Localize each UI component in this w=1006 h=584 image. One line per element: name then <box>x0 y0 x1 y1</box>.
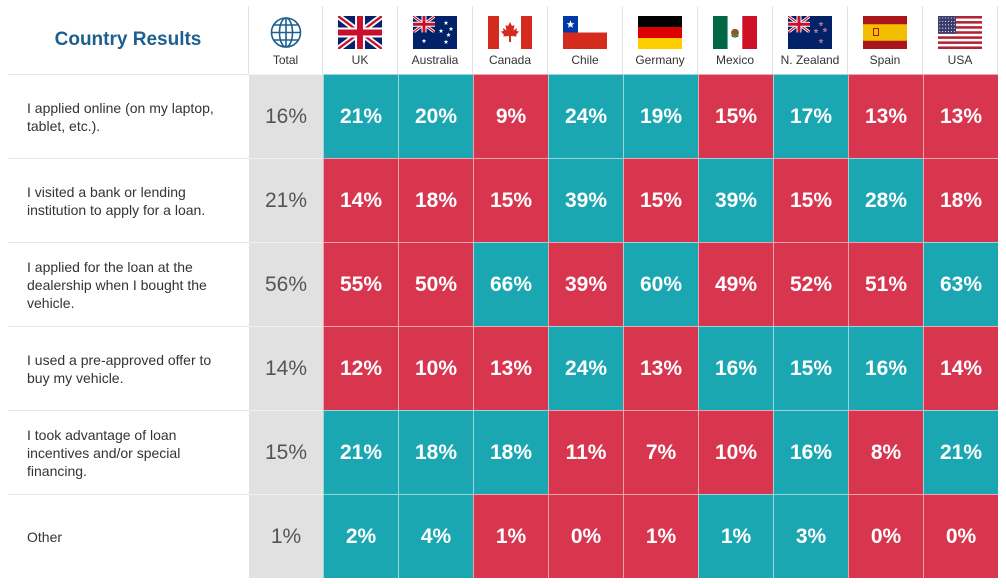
data-cell: 3% <box>773 494 848 578</box>
data-cell: 7% <box>623 410 698 494</box>
data-cell: 52% <box>773 242 848 326</box>
column-label: USA <box>947 53 973 67</box>
data-cell: 1% <box>473 494 548 578</box>
data-cell: 15% <box>773 326 848 410</box>
data-cell: 19% <box>623 74 698 158</box>
country-results-table: Country Results Total UK Australia Canada Chi… <box>8 6 998 578</box>
data-cell: 1% <box>623 494 698 578</box>
row-label: I took advantage of loan incentives and/… <box>8 410 249 494</box>
data-cell: 16% <box>773 410 848 494</box>
flag-uk-icon <box>338 16 382 49</box>
data-cell: 60% <box>623 242 698 326</box>
data-cell: 50% <box>398 242 473 326</box>
data-cell: 9% <box>473 74 548 158</box>
data-cell: 13% <box>923 74 998 158</box>
flag-new-zealand-icon <box>788 16 832 49</box>
data-cell: 39% <box>698 158 773 242</box>
flag-mexico-icon <box>713 16 757 49</box>
flag-canada-icon <box>488 16 532 49</box>
data-cell: 15% <box>698 74 773 158</box>
column-label: Germany <box>635 53 685 67</box>
data-cell: 13% <box>473 326 548 410</box>
column-header-chile: Chile <box>548 6 623 74</box>
data-cell: 39% <box>548 242 623 326</box>
data-cell: 0% <box>923 494 998 578</box>
row-label: I visited a bank or lending institution … <box>8 158 249 242</box>
data-cell: 0% <box>548 494 623 578</box>
flag-australia-icon <box>413 16 457 49</box>
column-header-n-zealand: N. Zealand <box>773 6 848 74</box>
data-cell: 13% <box>848 74 923 158</box>
row-label: I applied online (on my laptop, tablet, … <box>8 74 249 158</box>
data-cell: 18% <box>473 410 548 494</box>
data-cell: 24% <box>548 74 623 158</box>
column-label: Spain <box>869 53 901 67</box>
data-cell: 14% <box>923 326 998 410</box>
globe-icon <box>264 16 308 49</box>
column-label: Canada <box>488 53 532 67</box>
data-cell: 17% <box>773 74 848 158</box>
total-cell: 1% <box>249 494 323 578</box>
column-label: N. Zealand <box>780 53 840 67</box>
data-cell: 2% <box>323 494 398 578</box>
row-label: I used a pre-approved offer to buy my ve… <box>8 326 249 410</box>
data-cell: 18% <box>923 158 998 242</box>
column-label: Total <box>272 53 299 67</box>
data-cell: 18% <box>398 158 473 242</box>
flag-spain-icon <box>863 16 907 49</box>
total-cell: 16% <box>249 74 323 158</box>
data-cell: 18% <box>398 410 473 494</box>
data-cell: 63% <box>923 242 998 326</box>
flag-chile-icon <box>563 16 607 49</box>
column-label: Mexico <box>715 53 754 67</box>
data-cell: 0% <box>848 494 923 578</box>
column-header-usa: USA <box>923 6 998 74</box>
column-header-germany: Germany <box>623 6 698 74</box>
data-cell: 24% <box>548 326 623 410</box>
data-cell: 51% <box>848 242 923 326</box>
data-cell: 8% <box>848 410 923 494</box>
data-cell: 21% <box>923 410 998 494</box>
data-cell: 16% <box>848 326 923 410</box>
total-cell: 56% <box>249 242 323 326</box>
data-cell: 15% <box>623 158 698 242</box>
flag-germany-icon <box>638 16 682 49</box>
data-cell: 21% <box>323 74 398 158</box>
total-cell: 21% <box>249 158 323 242</box>
data-cell: 16% <box>698 326 773 410</box>
column-header-canada: Canada <box>473 6 548 74</box>
data-cell: 13% <box>623 326 698 410</box>
data-cell: 15% <box>773 158 848 242</box>
column-label: UK <box>351 53 369 67</box>
total-cell: 15% <box>249 410 323 494</box>
column-label: Chile <box>571 53 599 67</box>
data-cell: 12% <box>323 326 398 410</box>
data-cell: 11% <box>548 410 623 494</box>
data-cell: 20% <box>398 74 473 158</box>
column-header-spain: Spain <box>848 6 923 74</box>
data-cell: 49% <box>698 242 773 326</box>
data-cell: 28% <box>848 158 923 242</box>
column-header-total: Total <box>249 6 323 74</box>
column-label: Australia <box>411 53 459 67</box>
total-cell: 14% <box>249 326 323 410</box>
data-cell: 4% <box>398 494 473 578</box>
row-label: Other <box>8 494 249 578</box>
data-cell: 39% <box>548 158 623 242</box>
column-header-australia: Australia <box>398 6 473 74</box>
flag-usa-icon <box>938 16 982 49</box>
row-label: I applied for the loan at the dealership… <box>8 242 249 326</box>
column-header-mexico: Mexico <box>698 6 773 74</box>
data-cell: 1% <box>698 494 773 578</box>
column-header-uk: UK <box>323 6 398 74</box>
data-cell: 66% <box>473 242 548 326</box>
data-cell: 10% <box>398 326 473 410</box>
data-cell: 14% <box>323 158 398 242</box>
table-title: Country Results <box>8 6 249 74</box>
data-cell: 10% <box>698 410 773 494</box>
data-cell: 21% <box>323 410 398 494</box>
data-cell: 15% <box>473 158 548 242</box>
data-cell: 55% <box>323 242 398 326</box>
